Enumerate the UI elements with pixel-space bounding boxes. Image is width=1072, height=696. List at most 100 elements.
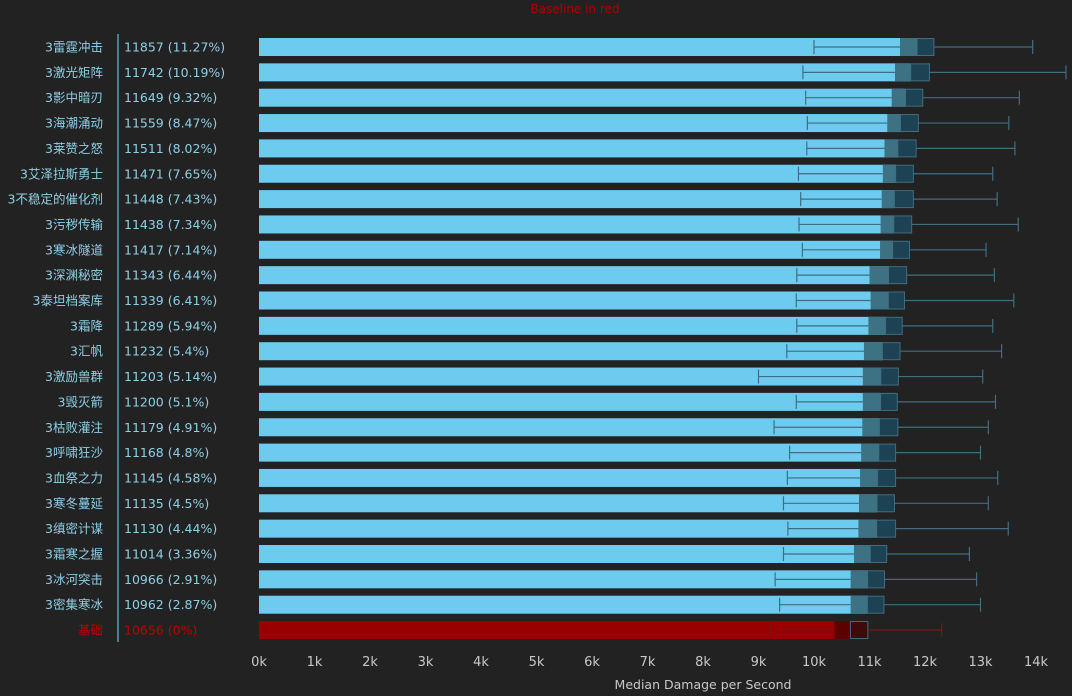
chart-row: 3霜寒之握 11014 (3.36%) (45, 545, 971, 563)
x-tick-label: 14k (1024, 655, 1049, 670)
value-label: 11232 (5.4%) (124, 344, 209, 359)
chart-rows: 3雷霆冲击 11857 (11.27%) 3激光矩阵 11742 (10.19%) 3影… (8, 38, 1067, 640)
chart-row: 3枯败灌注 11179 (4.91%) (45, 418, 989, 437)
x-tick-label: 11k (857, 655, 882, 670)
box-lower-quartile (882, 164, 896, 183)
category-label: 3呼啸狂沙 (45, 445, 103, 460)
value-label: 11511 (8.02%) (124, 141, 217, 156)
box-upper-quartile (895, 164, 914, 183)
value-bar (259, 38, 918, 56)
value-bar (259, 139, 898, 158)
x-tick-label: 2k (362, 655, 378, 670)
chart-row: 3缜密计谋 11130 (4.44%) (45, 519, 1009, 538)
category-label: 3影中暗刃 (45, 90, 103, 105)
value-bar (259, 88, 906, 107)
box-upper-quartile (880, 392, 898, 411)
value-label: 10962 (2.87%) (124, 597, 217, 612)
x-tick-label: 10k (802, 655, 827, 670)
value-label: 11135 (4.5%) (124, 496, 209, 511)
category-label: 3冰河突击 (45, 572, 103, 587)
chart-row: 3呼啸狂沙 11168 (4.8%) (45, 443, 982, 462)
value-bar (259, 190, 895, 209)
chart-row: 3影中暗刃 11649 (9.32%) (45, 88, 1020, 107)
x-axis-title: Median Damage per Second (615, 677, 792, 692)
value-label: 11145 (4.58%) (124, 470, 217, 485)
box-lower-quartile (834, 621, 851, 640)
chart-row: 3激光矩阵 11742 (10.19%) (45, 63, 1067, 82)
value-label: 11343 (6.44%) (124, 268, 217, 283)
category-label: 基础 (78, 623, 103, 638)
box-lower-quartile (869, 266, 889, 285)
box-upper-quartile (897, 139, 917, 158)
category-label: 3激励兽群 (45, 369, 103, 384)
box-upper-quartile (900, 114, 919, 133)
box-upper-quartile (910, 63, 930, 82)
value-label: 10966 (2.91%) (124, 572, 217, 587)
x-tick-label: 13k (968, 655, 993, 670)
chart-row: 3寒冬蔓延 11135 (4.5%) (45, 494, 989, 513)
value-bar (259, 240, 893, 259)
value-bar (259, 494, 877, 513)
category-label: 3霜降 (70, 318, 103, 333)
chart-row: 3激励兽群 11203 (5.14%) (45, 367, 984, 386)
box-upper-quartile (885, 316, 903, 335)
chart-row: 3血祭之力 11145 (4.58%) (45, 468, 999, 487)
box-upper-quartile (905, 88, 924, 107)
value-label: 11014 (3.36%) (124, 547, 217, 562)
category-label: 3泰坦档案库 (33, 293, 103, 308)
box-lower-quartile (850, 595, 868, 614)
box-upper-quartile (887, 291, 905, 310)
chart-row: 3冰河突击 10966 (2.91%) (45, 570, 978, 589)
x-tick-label: 8k (695, 655, 711, 670)
category-label: 3霜寒之握 (45, 547, 103, 562)
chart-row: 3莱赞之怒 11511 (8.02%) (45, 139, 1016, 158)
value-label: 11857 (11.27%) (124, 40, 225, 55)
category-label: 3莱赞之怒 (45, 141, 103, 156)
value-label: 10656 (0%) (124, 623, 197, 638)
value-bar (259, 291, 889, 310)
box-upper-quartile (867, 570, 885, 589)
value-bar (259, 418, 880, 437)
category-label: 3寒冬蔓延 (45, 496, 103, 511)
box-upper-quartile (876, 494, 895, 513)
chart-row: 3汇帆 11232 (5.4%) (70, 342, 1003, 361)
box-lower-quartile (880, 240, 893, 259)
value-bar (259, 215, 894, 234)
value-bar (259, 621, 851, 640)
category-label: 3不稳定的催化剂 (8, 192, 103, 207)
category-label: 3污秽传输 (45, 217, 103, 232)
category-label: 3缜密计谋 (45, 521, 103, 536)
box-upper-quartile (916, 38, 935, 56)
value-bar (259, 367, 881, 386)
value-label: 11130 (4.44%) (124, 521, 217, 536)
category-label: 3枯败灌注 (45, 420, 103, 435)
value-bar (259, 114, 901, 133)
box-lower-quartile (858, 519, 877, 538)
box-lower-quartile (853, 545, 871, 563)
chart-row: 3污秽传输 11438 (7.34%) (45, 215, 1019, 234)
chart-row: 3海潮涌动 11559 (8.47%) (45, 114, 1010, 133)
chart-row: 3不稳定的催化剂 11448 (7.43%) (8, 190, 998, 209)
value-label: 11203 (5.14%) (124, 369, 217, 384)
value-label: 11289 (5.94%) (124, 318, 217, 333)
box-lower-quartile (870, 291, 889, 310)
box-upper-quartile (880, 367, 899, 386)
box-upper-quartile (888, 266, 908, 285)
value-bar (259, 545, 871, 563)
value-label: 11200 (5.1%) (124, 394, 209, 409)
chart-row: 3霜降 11289 (5.94%) (70, 316, 994, 335)
box-lower-quartile (861, 443, 879, 462)
value-bar (259, 595, 868, 614)
chart-row: 3寒冰隧道 11417 (7.14%) (45, 240, 987, 259)
chart-row: 3艾泽拉斯勇士 11471 (7.65%) (20, 164, 994, 183)
box-upper-quartile (881, 342, 901, 361)
value-label: 11559 (8.47%) (124, 116, 217, 131)
box-lower-quartile (860, 468, 878, 487)
x-tick-label: 7k (640, 655, 656, 670)
x-tick-label: 6k (584, 655, 600, 670)
category-label: 3汇帆 (70, 344, 103, 359)
value-bar (259, 570, 868, 589)
box-upper-quartile (866, 595, 885, 614)
value-bar (259, 316, 886, 335)
value-bar (259, 468, 878, 487)
